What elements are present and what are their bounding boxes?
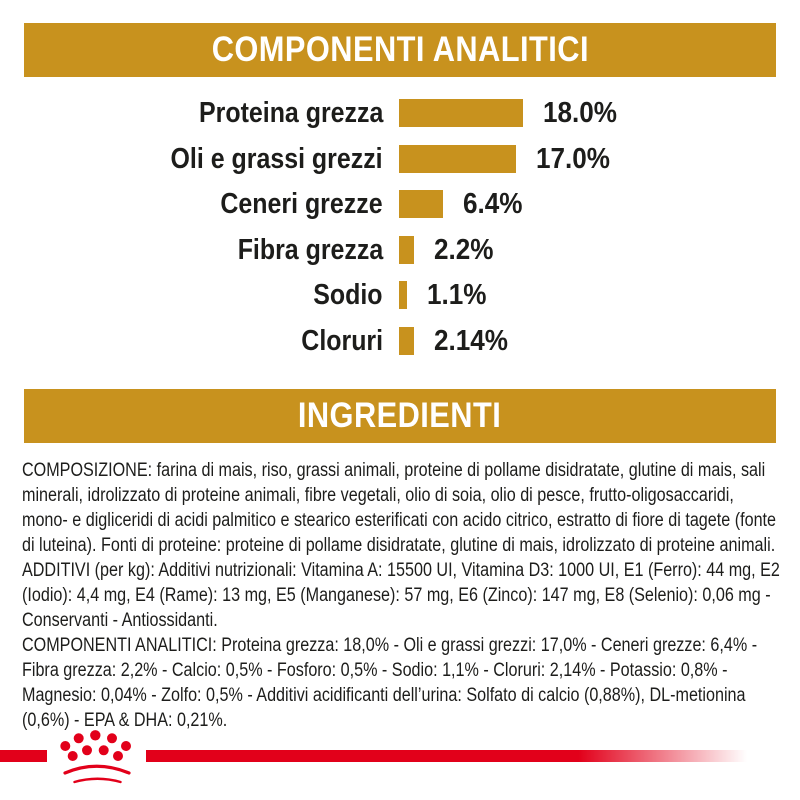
chart-value-label: 2.2% (434, 233, 500, 266)
brand-line-fading-segment (146, 750, 747, 762)
chart-value-label: 1.1% (426, 279, 493, 311)
crown-base-outer-arc (63, 764, 131, 775)
analytical-components-title: COMPONENTI ANALITICI (211, 30, 589, 69)
chart-row: Sodio 1.1% (0, 279, 800, 311)
chart-category-label-text: Fibra grezza (237, 233, 383, 266)
brand-line-left-segment (0, 750, 47, 762)
chart-row: Fibra grezza 2.2% (0, 233, 800, 266)
royal-canin-crown-logo (60, 730, 131, 784)
chart-bar (399, 144, 517, 173)
analytical-components-bar-chart: Proteina grezza 18.0% Oli e grassi grezzi 1… (0, 0, 800, 370)
chart-value-label-text: 6.4% (463, 188, 523, 220)
chart-category-label-text: Ceneri grezze (220, 188, 383, 220)
chart-value-label: 6.4% (463, 188, 529, 220)
chart-category-label: Cloruri (0, 324, 383, 357)
chart-value-label-text: 17.0% (536, 142, 611, 175)
chart-category-label: Sodio (0, 279, 383, 311)
chart-value-label: 2.14% (433, 324, 516, 357)
chart-value-label-text: 2.14% (433, 324, 508, 357)
chart-value-label: 18.0% (543, 97, 625, 129)
ingredients-title: INGREDIENTI (298, 396, 502, 435)
chart-bar (399, 235, 415, 264)
analytical-components-paragraph: COMPONENTI ANALITICI: Proteina grezza: 1… (22, 635, 758, 731)
chart-category-label-text: Oli e grassi grezzi (170, 142, 383, 175)
chart-category-label: Oli e grassi grezzi (0, 142, 383, 175)
chart-row: Ceneri grezze 6.4% (0, 188, 800, 220)
chart-bar (399, 281, 407, 309)
chart-category-label: Ceneri grezze (0, 188, 383, 220)
crown-dots (60, 730, 131, 761)
chart-category-label-text: Sodio (313, 279, 383, 311)
chart-row: Oli e grassi grezzi 17.0% (0, 142, 800, 175)
chart-value-label-text: 1.1% (426, 279, 487, 311)
chart-category-label: Proteina grezza (0, 97, 383, 129)
chart-value-label-text: 2.2% (434, 233, 494, 266)
chart-category-label-text: Cloruri (301, 324, 383, 357)
chart-bar (399, 326, 414, 355)
ingredients-text-block: COMPOSIZIONE: farina di mais, riso, gras… (22, 458, 780, 733)
chart-category-label-text: Proteina grezza (198, 97, 383, 129)
chart-value-label: 17.0% (536, 142, 618, 175)
chart-row: Cloruri 2.14% (0, 324, 800, 357)
chart-bar (399, 190, 444, 218)
crown-base-inner-arc (73, 777, 122, 784)
analytical-components-header: COMPONENTI ANALITICI (24, 23, 776, 77)
chart-row: Proteina grezza 18.0% (0, 97, 800, 129)
composition-paragraph: COMPOSIZIONE: farina di mais, riso, gras… (22, 460, 777, 556)
chart-category-label: Fibra grezza (0, 233, 383, 266)
ingredients-header: INGREDIENTI (24, 389, 776, 443)
chart-value-label-text: 18.0% (543, 97, 618, 129)
chart-bar (399, 99, 523, 127)
additives-paragraph: ADDITIVI (per kg): Additivi nutrizionali… (22, 560, 780, 631)
